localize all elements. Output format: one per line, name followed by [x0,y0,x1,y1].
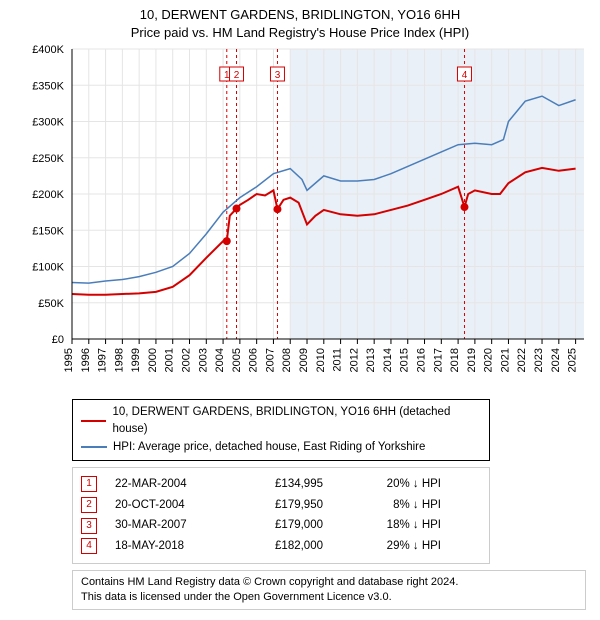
svg-text:1997: 1997 [97,348,109,372]
svg-text:£350K: £350K [32,80,64,92]
transactions-table: 1 22-MAR-2004 £134,995 20% ↓ HPI 2 20-OCT-200… [72,467,490,564]
tx-price: £182,000 [243,536,323,557]
svg-text:2013: 2013 [365,348,377,372]
tx-marker: 2 [81,497,97,513]
svg-text:2018: 2018 [449,348,461,372]
svg-text:2015: 2015 [399,348,411,372]
legend-label: 10, DERWENT GARDENS, BRIDLINGTON, YO16 6… [112,404,481,439]
svg-text:1999: 1999 [130,348,142,372]
attribution: Contains HM Land Registry data © Crown c… [72,570,586,611]
svg-text:2002: 2002 [181,348,193,372]
transaction-row: 2 20-OCT-2004 £179,950 8% ↓ HPI [81,495,481,516]
svg-text:2003: 2003 [197,348,209,372]
svg-text:2016: 2016 [416,348,428,372]
chart-title: 10, DERWENT GARDENS, BRIDLINGTON, YO16 6… [8,6,592,41]
legend-label: HPI: Average price, detached house, East… [113,439,425,456]
legend-item: HPI: Average price, detached house, East… [81,439,481,456]
tx-diff: 18% ↓ HPI [341,515,441,536]
tx-diff: 29% ↓ HPI [341,536,441,557]
svg-text:1998: 1998 [113,348,125,372]
footer-line2: This data is licensed under the Open Gov… [81,590,577,605]
tx-diff: 20% ↓ HPI [341,474,441,495]
legend: 10, DERWENT GARDENS, BRIDLINGTON, YO16 6… [72,399,490,461]
svg-text:2010: 2010 [315,348,327,372]
tx-date: 18-MAY-2018 [115,536,225,557]
svg-text:£50K: £50K [38,298,64,310]
tx-date: 30-MAR-2007 [115,515,225,536]
tx-price: £179,950 [243,495,323,516]
svg-text:2012: 2012 [348,348,360,372]
tx-date: 22-MAR-2004 [115,474,225,495]
footer-line1: Contains HM Land Registry data © Crown c… [81,575,577,590]
svg-text:2024: 2024 [550,348,562,372]
svg-text:2009: 2009 [298,348,310,372]
tx-marker: 3 [81,518,97,534]
svg-text:2019: 2019 [466,348,478,372]
svg-text:2000: 2000 [147,348,159,372]
svg-text:£400K: £400K [32,44,64,56]
title-line1: 10, DERWENT GARDENS, BRIDLINGTON, YO16 6… [8,6,592,24]
legend-swatch [81,446,107,448]
svg-text:2022: 2022 [516,348,528,372]
svg-text:2011: 2011 [332,348,344,372]
svg-text:£200K: £200K [32,189,64,201]
svg-text:£0: £0 [52,334,64,346]
svg-text:£100K: £100K [32,262,64,274]
svg-text:£250K: £250K [32,153,64,165]
svg-text:2001: 2001 [164,348,176,372]
svg-text:£300K: £300K [32,117,64,129]
tx-diff: 8% ↓ HPI [341,495,441,516]
svg-text:2020: 2020 [483,348,495,372]
price-chart: £0 £50K £100K £150K £200K £250K £300K £350K £400… [8,41,592,391]
svg-text:2006: 2006 [248,348,260,372]
svg-text:2014: 2014 [382,348,394,372]
svg-text:2004: 2004 [214,348,226,372]
svg-text:1996: 1996 [80,348,92,372]
tx-marker: 1 [81,476,97,492]
svg-text:2023: 2023 [533,348,545,372]
title-line2: Price paid vs. HM Land Registry's House … [8,24,592,42]
legend-item: 10, DERWENT GARDENS, BRIDLINGTON, YO16 6… [81,404,481,439]
svg-text:2: 2 [234,70,240,81]
svg-text:1995: 1995 [63,348,75,372]
svg-text:4: 4 [462,70,468,81]
svg-text:2008: 2008 [281,348,293,372]
tx-date: 20-OCT-2004 [115,495,225,516]
svg-text:3: 3 [275,70,281,81]
legend-swatch [81,420,106,422]
svg-text:2017: 2017 [432,348,444,372]
transaction-row: 4 18-MAY-2018 £182,000 29% ↓ HPI [81,536,481,557]
transaction-row: 1 22-MAR-2004 £134,995 20% ↓ HPI [81,474,481,495]
svg-text:£150K: £150K [32,225,64,237]
transaction-row: 3 30-MAR-2007 £179,000 18% ↓ HPI [81,515,481,536]
svg-text:2025: 2025 [567,348,579,372]
tx-marker: 4 [81,538,97,554]
tx-price: £179,000 [243,515,323,536]
svg-text:2021: 2021 [499,348,511,372]
svg-text:2005: 2005 [231,348,243,372]
svg-text:2007: 2007 [264,348,276,372]
tx-price: £134,995 [243,474,323,495]
